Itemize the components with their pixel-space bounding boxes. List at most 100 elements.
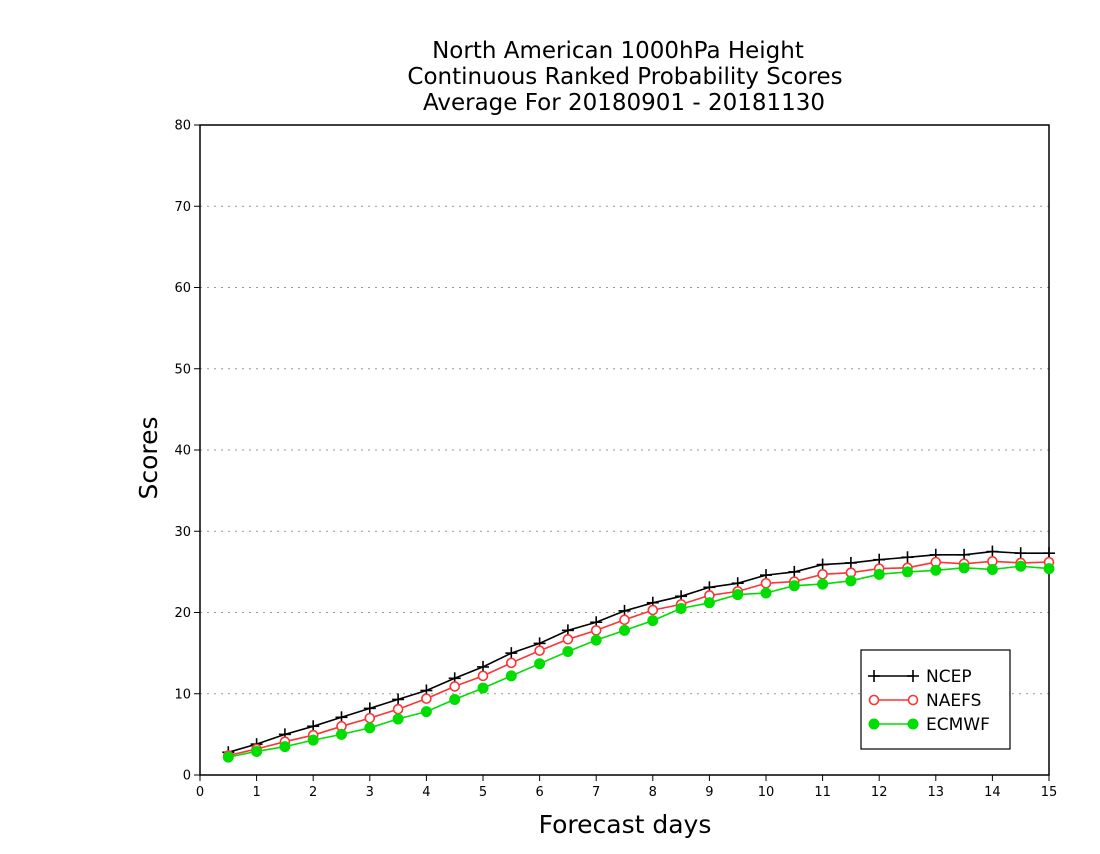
ecmwf-point <box>477 682 489 694</box>
ncep-point <box>844 556 857 569</box>
naefs-point <box>590 625 602 636</box>
x-tick-label: 13 <box>928 785 945 800</box>
ecmwf-point <box>619 624 630 636</box>
naefs-point <box>562 634 574 645</box>
legend: NCEP NAEFS ECMWF <box>860 649 1011 750</box>
ncep-point <box>986 545 999 558</box>
series-layer <box>222 545 1055 763</box>
ecmwf-point <box>675 602 687 614</box>
x-tick-label: 12 <box>871 785 888 800</box>
legend-marker-ecmwf <box>868 718 880 730</box>
plot-frame <box>199 124 1050 776</box>
ecmwf-point <box>336 728 347 740</box>
ecmwf-point <box>958 562 970 574</box>
ncep-point <box>505 647 518 660</box>
chart-title: North American 1000hPa Height Continuous… <box>407 38 842 116</box>
ecmwf-point <box>873 568 885 580</box>
y-tick-label: 70 <box>174 200 191 215</box>
x-tick-label: 6 <box>535 785 543 800</box>
x-tick-label: 14 <box>984 785 1001 800</box>
legend-marker-ncep <box>868 670 880 682</box>
y-tick-label: 20 <box>174 606 191 621</box>
ecmwf-point <box>986 563 998 575</box>
y-axis-title: Scores <box>134 416 163 499</box>
y-tick-label: 80 <box>174 119 191 134</box>
ecmwf-point <box>307 734 319 746</box>
ecmwf-point <box>703 597 715 609</box>
legend-item-ecmwf: ECMWF <box>868 715 990 735</box>
y-tick-label: 50 <box>174 362 191 377</box>
ecmwf-point <box>364 722 376 734</box>
legend-label-naefs: NAEFS <box>926 691 981 711</box>
ncep-point <box>901 551 914 564</box>
naefs-point <box>477 670 489 682</box>
naefs-point <box>619 614 630 626</box>
ecmwf-point <box>647 615 659 627</box>
legend-item-ncep: NCEP <box>868 667 972 687</box>
y-tick-label: 10 <box>174 687 191 702</box>
x-tick-label: 3 <box>366 785 374 800</box>
ecmwf-point <box>788 580 800 592</box>
ecmwf-point <box>279 741 291 753</box>
x-tick-label: 7 <box>592 785 600 800</box>
ecmwf-point <box>505 670 517 682</box>
legend-item-naefs: NAEFS <box>868 691 981 711</box>
ecmwf-point <box>392 713 404 725</box>
title-line-2: Continuous Ranked Probability Scores <box>407 64 842 90</box>
y-tick-label: 60 <box>174 281 191 296</box>
ncep-point <box>788 565 801 578</box>
grid-lines <box>200 205 1049 695</box>
ecmwf-point <box>760 587 772 599</box>
ecmwf-point <box>845 575 857 587</box>
legend-marker-ncep <box>907 670 919 682</box>
naefs-point <box>760 577 772 589</box>
ecmwf-point <box>222 751 234 763</box>
ecmwf-point <box>590 634 602 646</box>
ecmwf-point <box>902 566 913 578</box>
naefs-point <box>647 604 659 616</box>
ncep-point <box>816 558 829 571</box>
x-tick-label: 8 <box>649 785 657 800</box>
legend-marker-ecmwf <box>907 718 919 730</box>
naefs-point <box>534 645 545 656</box>
title-line-1: North American 1000hPa Height <box>432 38 804 64</box>
ecmwf-point <box>817 578 829 590</box>
x-tick-label: 15 <box>1041 785 1058 800</box>
x-tick-label: 11 <box>814 785 831 800</box>
x-axis-title: Forecast days <box>539 810 712 839</box>
x-tick-label: 4 <box>422 785 430 800</box>
title-line-3: Average For 20180901 - 20181130 <box>423 90 825 116</box>
y-tick-label: 30 <box>174 525 191 540</box>
legend-marker-naefs <box>868 694 880 706</box>
ecmwf-point <box>534 658 546 670</box>
legend-label-ecmwf: ECMWF <box>926 715 990 735</box>
x-tick-label: 0 <box>196 785 204 800</box>
x-tick-label: 10 <box>758 785 775 800</box>
x-tick-label: 5 <box>479 785 487 800</box>
x-tick-label: 9 <box>705 785 713 800</box>
ecmwf-point <box>1043 563 1055 575</box>
ecmwf-point <box>562 646 574 657</box>
legend-label-ncep: NCEP <box>926 667 972 687</box>
naefs-point <box>392 703 404 715</box>
naefs-point <box>505 657 517 669</box>
ecmwf-point <box>251 745 263 757</box>
ecmwf-point <box>1015 560 1027 572</box>
naefs-point <box>817 569 828 580</box>
ecmwf-point <box>420 706 432 718</box>
ecmwf-point <box>732 589 744 601</box>
ncep-point <box>1014 547 1027 560</box>
x-tick-label: 1 <box>252 785 260 800</box>
y-tick-label: 40 <box>174 444 191 459</box>
series-ecmwf <box>222 560 1055 763</box>
y-tick-label: 0 <box>183 769 191 784</box>
ncep-point <box>363 702 376 715</box>
naefs-point <box>364 712 376 724</box>
ncep-point <box>392 693 405 706</box>
ecmwf-point <box>930 564 942 576</box>
legend-marker-naefs <box>907 694 919 706</box>
naefs-point <box>421 693 432 704</box>
